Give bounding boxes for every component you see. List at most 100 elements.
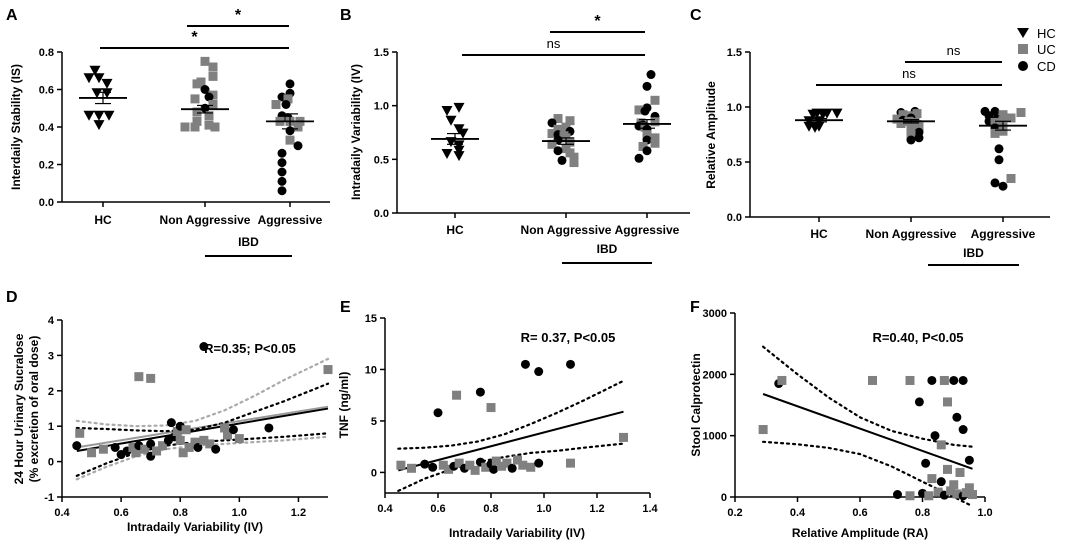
legend: HC UC CD xyxy=(1017,26,1056,74)
y-axis-label: Interdaily Stability (IS) xyxy=(9,64,23,190)
data-point-cd xyxy=(507,463,517,473)
data-point-uc xyxy=(547,129,557,139)
panel-A: A 0.0 0.2 0.4 0.6 0.8 Interdaily Stability (I… xyxy=(6,7,330,257)
panel-E: E 0 5 10 15 0.4 0.6 0.8 1.0 1.2 1.4 Intradaily Var… xyxy=(337,299,659,540)
data-point-uc xyxy=(470,465,480,475)
data-point-hc xyxy=(831,108,843,119)
data-point-uc xyxy=(566,458,575,468)
data-point-cd xyxy=(998,181,1008,191)
data-point-uc xyxy=(906,130,916,139)
data-point-cd xyxy=(428,462,438,472)
data-point-cd xyxy=(72,441,82,451)
data-point-cd xyxy=(642,81,652,91)
y-tick-label: 0.4 xyxy=(39,122,55,134)
category-label: Aggressive xyxy=(615,223,680,237)
panel-letter: F xyxy=(690,299,700,316)
data-point-cd xyxy=(281,100,291,109)
y-axis-label: Relative Amplitude xyxy=(704,81,718,189)
data-point-cd xyxy=(994,144,1004,154)
data-point-cd xyxy=(921,458,931,468)
significance-label: * xyxy=(191,29,198,46)
x-tick-label: 0.4 xyxy=(790,507,806,519)
ibd-group-label: IBD xyxy=(238,235,259,249)
data-point-uc xyxy=(152,446,162,456)
data-point-uc xyxy=(561,122,571,132)
x-tick-label: 1.0 xyxy=(232,507,247,519)
x-tick-label: 0.6 xyxy=(430,503,445,515)
data-point-uc xyxy=(491,456,501,466)
data-point-uc xyxy=(553,124,563,134)
data-point-hc xyxy=(453,151,465,162)
data-point-uc xyxy=(438,460,448,470)
confidence-band-line xyxy=(761,345,974,448)
data-point-uc xyxy=(323,365,333,375)
data-point-uc xyxy=(180,122,190,132)
panel-C: C 0.0 0.5 1.0 1.5 Relative Amplitude HC Non Ag… xyxy=(690,7,1050,266)
data-point-cd xyxy=(914,133,924,143)
data-point-uc xyxy=(650,138,660,148)
data-point-cd xyxy=(952,412,962,422)
data-point-uc xyxy=(192,116,202,126)
significance-label: ns xyxy=(947,43,961,58)
data-point-uc xyxy=(454,458,464,468)
y-tick-label: 0.0 xyxy=(374,208,389,220)
y-tick-label: 0.6 xyxy=(39,85,54,97)
data-point-uc xyxy=(140,444,150,454)
data-point-hc xyxy=(103,110,115,121)
data-point-cd xyxy=(277,158,287,168)
data-point-uc xyxy=(175,435,185,445)
category-label: HC xyxy=(810,227,828,241)
data-point-uc xyxy=(407,463,416,473)
data-point-uc xyxy=(905,491,915,501)
data-point-cd xyxy=(489,464,499,474)
data-point-uc xyxy=(569,152,579,162)
data-point-cd xyxy=(994,155,1004,165)
data-point-uc xyxy=(208,100,218,109)
data-point-uc xyxy=(208,71,218,81)
data-point-uc xyxy=(912,109,922,119)
data-point-uc xyxy=(190,437,200,447)
data-point-uc xyxy=(638,141,648,151)
data-point-cd xyxy=(204,92,214,102)
data-point-uc xyxy=(968,490,977,500)
data-point-uc xyxy=(939,375,949,385)
category-label: HC xyxy=(94,213,112,227)
data-point-uc xyxy=(481,462,491,472)
data-point-cd xyxy=(475,387,485,397)
x-tick-label: 0.8 xyxy=(915,507,930,519)
data-point-cd xyxy=(146,439,156,449)
x-tick-label: 1.0 xyxy=(536,503,551,515)
y-axis-label: Intradaily Variability (IV) xyxy=(349,64,363,200)
data-point-uc xyxy=(128,442,138,452)
data-point-uc xyxy=(949,480,959,490)
data-point-uc xyxy=(87,448,97,458)
y-tick-label: 2000 xyxy=(703,369,727,381)
regression-line xyxy=(762,393,973,470)
data-point-cd xyxy=(640,106,650,116)
category-label: HC xyxy=(446,223,464,237)
x-axis-label: Relative Amplitude (RA) xyxy=(792,526,928,540)
panel-letter: A xyxy=(6,7,18,24)
data-point-uc xyxy=(569,158,579,168)
data-point-cd xyxy=(199,342,209,352)
panel-B: B 0.0 0.5 1.0 1.5 Intradaily Variability (IV… xyxy=(340,7,690,264)
x-tick-label: 0.8 xyxy=(173,507,188,519)
data-point-uc xyxy=(192,79,202,89)
data-point-uc xyxy=(157,441,167,451)
correlation-annotation: R=0.35; P<0.05 xyxy=(204,341,296,356)
confidence-band-line xyxy=(397,379,625,450)
data-point-uc xyxy=(943,464,952,474)
data-point-uc xyxy=(178,448,188,458)
x-tick-label: 0.4 xyxy=(54,507,70,519)
y-tick-label: 1000 xyxy=(703,431,727,443)
panel-letter: D xyxy=(6,289,18,306)
data-point-uc xyxy=(146,373,156,383)
data-point-uc xyxy=(497,461,507,471)
x-tick-label: 1.4 xyxy=(642,503,658,515)
regression-line xyxy=(76,407,329,452)
legend-label-cd: CD xyxy=(1037,59,1056,74)
y-tick-label: 0.5 xyxy=(374,154,389,166)
data-point-uc xyxy=(234,434,244,444)
data-point-hc xyxy=(441,106,453,117)
